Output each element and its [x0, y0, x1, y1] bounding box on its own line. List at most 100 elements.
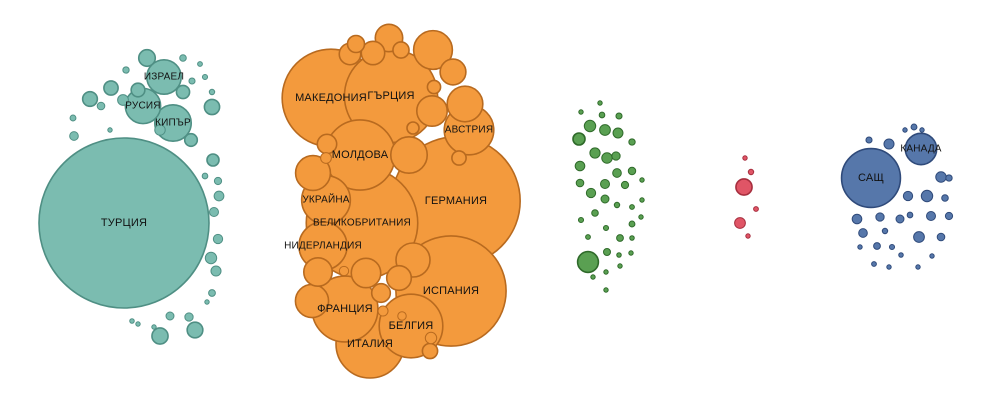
bubble	[578, 109, 584, 115]
bubble	[612, 168, 622, 178]
bubble	[186, 321, 204, 339]
bubble	[745, 233, 751, 239]
bubble	[151, 327, 169, 345]
bubble	[574, 160, 586, 172]
bubble	[175, 84, 191, 100]
bubble	[920, 189, 934, 203]
bubble	[747, 168, 755, 176]
bubble	[575, 178, 585, 188]
bubble-label-belgiya: БЕЛГИЯ	[389, 320, 434, 332]
bubble	[302, 256, 334, 288]
bubble-izrael	[145, 58, 183, 96]
bubble-label-turtsiya: ТУРЦИЯ	[101, 217, 147, 229]
bubble	[616, 234, 624, 242]
bubble-label-sasht: САЩ	[858, 172, 884, 184]
bubble	[883, 138, 895, 150]
bubble	[603, 287, 609, 293]
bubble	[628, 250, 634, 256]
bubble-label-gartsiya: ГЪРЦИЯ	[367, 90, 414, 102]
bubble	[858, 228, 868, 238]
bubble-label-niderlandiya: НИДЕРЛАНДИЯ	[284, 241, 362, 252]
bubble	[926, 211, 936, 221]
bubble-label-italiya: ИТАЛИЯ	[347, 338, 393, 350]
bubble	[873, 242, 881, 250]
bubble	[871, 261, 877, 267]
bubble-group-2: ГЕРМАНИЯ ВЕЛИКОБРИТАНИЯ ИСПАНИЯ МАКЕДОНИЯ ГЪ…	[281, 23, 521, 379]
bubble	[439, 58, 467, 86]
bubble	[598, 111, 606, 119]
bubble	[620, 180, 630, 190]
bubble	[591, 209, 599, 217]
bubble-label-rusiya: РУСИЯ	[125, 101, 160, 112]
bubble	[385, 264, 413, 292]
bubble	[585, 187, 597, 199]
bubble	[122, 66, 130, 74]
bubble	[628, 220, 636, 228]
bubble	[137, 48, 157, 68]
bubble-label-izrael: ИЗРАЕЛ	[144, 72, 184, 83]
bubble	[857, 244, 863, 250]
bubble	[320, 152, 332, 164]
bubble	[183, 132, 199, 148]
bubble	[851, 213, 863, 225]
bubble	[397, 311, 407, 321]
bubble-label-kipar: КИПЪР	[155, 118, 191, 129]
bubble	[599, 124, 611, 136]
bubble	[735, 178, 753, 196]
bubble	[906, 211, 914, 219]
bubble	[213, 176, 223, 186]
bubble	[902, 190, 914, 202]
bubble	[886, 264, 892, 270]
bubble	[130, 82, 146, 98]
bubble	[583, 119, 597, 133]
bubble	[612, 127, 624, 139]
bubble	[294, 154, 332, 192]
bubble	[600, 194, 610, 204]
bubble	[617, 263, 623, 269]
bubble-label-velikobritaniya: ВЕЛИКОБРИТАНИЯ	[313, 218, 411, 229]
bubble	[881, 227, 889, 235]
bubble	[742, 155, 748, 161]
bubble-group-1: ТУРЦИЯ ИЗРАЕЛ РУСИЯ КИПЪР	[38, 48, 225, 345]
bubble-group-3	[572, 100, 645, 293]
bubble	[117, 94, 129, 106]
bubble	[204, 299, 210, 305]
bubble	[346, 34, 366, 54]
bubble	[589, 147, 601, 159]
bubble	[377, 305, 389, 317]
bubble	[424, 331, 438, 345]
bubble	[415, 94, 449, 128]
bubble	[734, 217, 746, 229]
bubble-sasht	[840, 147, 902, 209]
bubble	[389, 135, 429, 175]
bubble	[616, 252, 622, 258]
bubble	[107, 127, 113, 133]
bubble	[611, 151, 621, 161]
bubble	[910, 123, 918, 131]
bubble	[613, 201, 621, 209]
bubble	[753, 206, 759, 212]
bubble	[426, 79, 442, 95]
bubble	[944, 211, 954, 221]
bubble	[96, 101, 106, 111]
bubble	[406, 121, 420, 135]
bubble	[902, 127, 908, 133]
bubble	[338, 265, 350, 277]
bubble	[208, 289, 216, 297]
bubble	[615, 112, 623, 120]
bubble	[602, 224, 610, 232]
bubble	[941, 194, 949, 202]
bubble	[601, 152, 613, 164]
bubble	[151, 324, 157, 330]
bubble	[392, 41, 410, 59]
bubble	[69, 114, 77, 122]
bubble	[915, 264, 921, 270]
bubble	[603, 269, 609, 275]
bubble	[204, 251, 218, 265]
bubble	[206, 153, 220, 167]
bubble-label-ispaniya: ИСПАНИЯ	[423, 285, 479, 297]
bubble	[639, 197, 645, 203]
bubble	[895, 214, 905, 224]
